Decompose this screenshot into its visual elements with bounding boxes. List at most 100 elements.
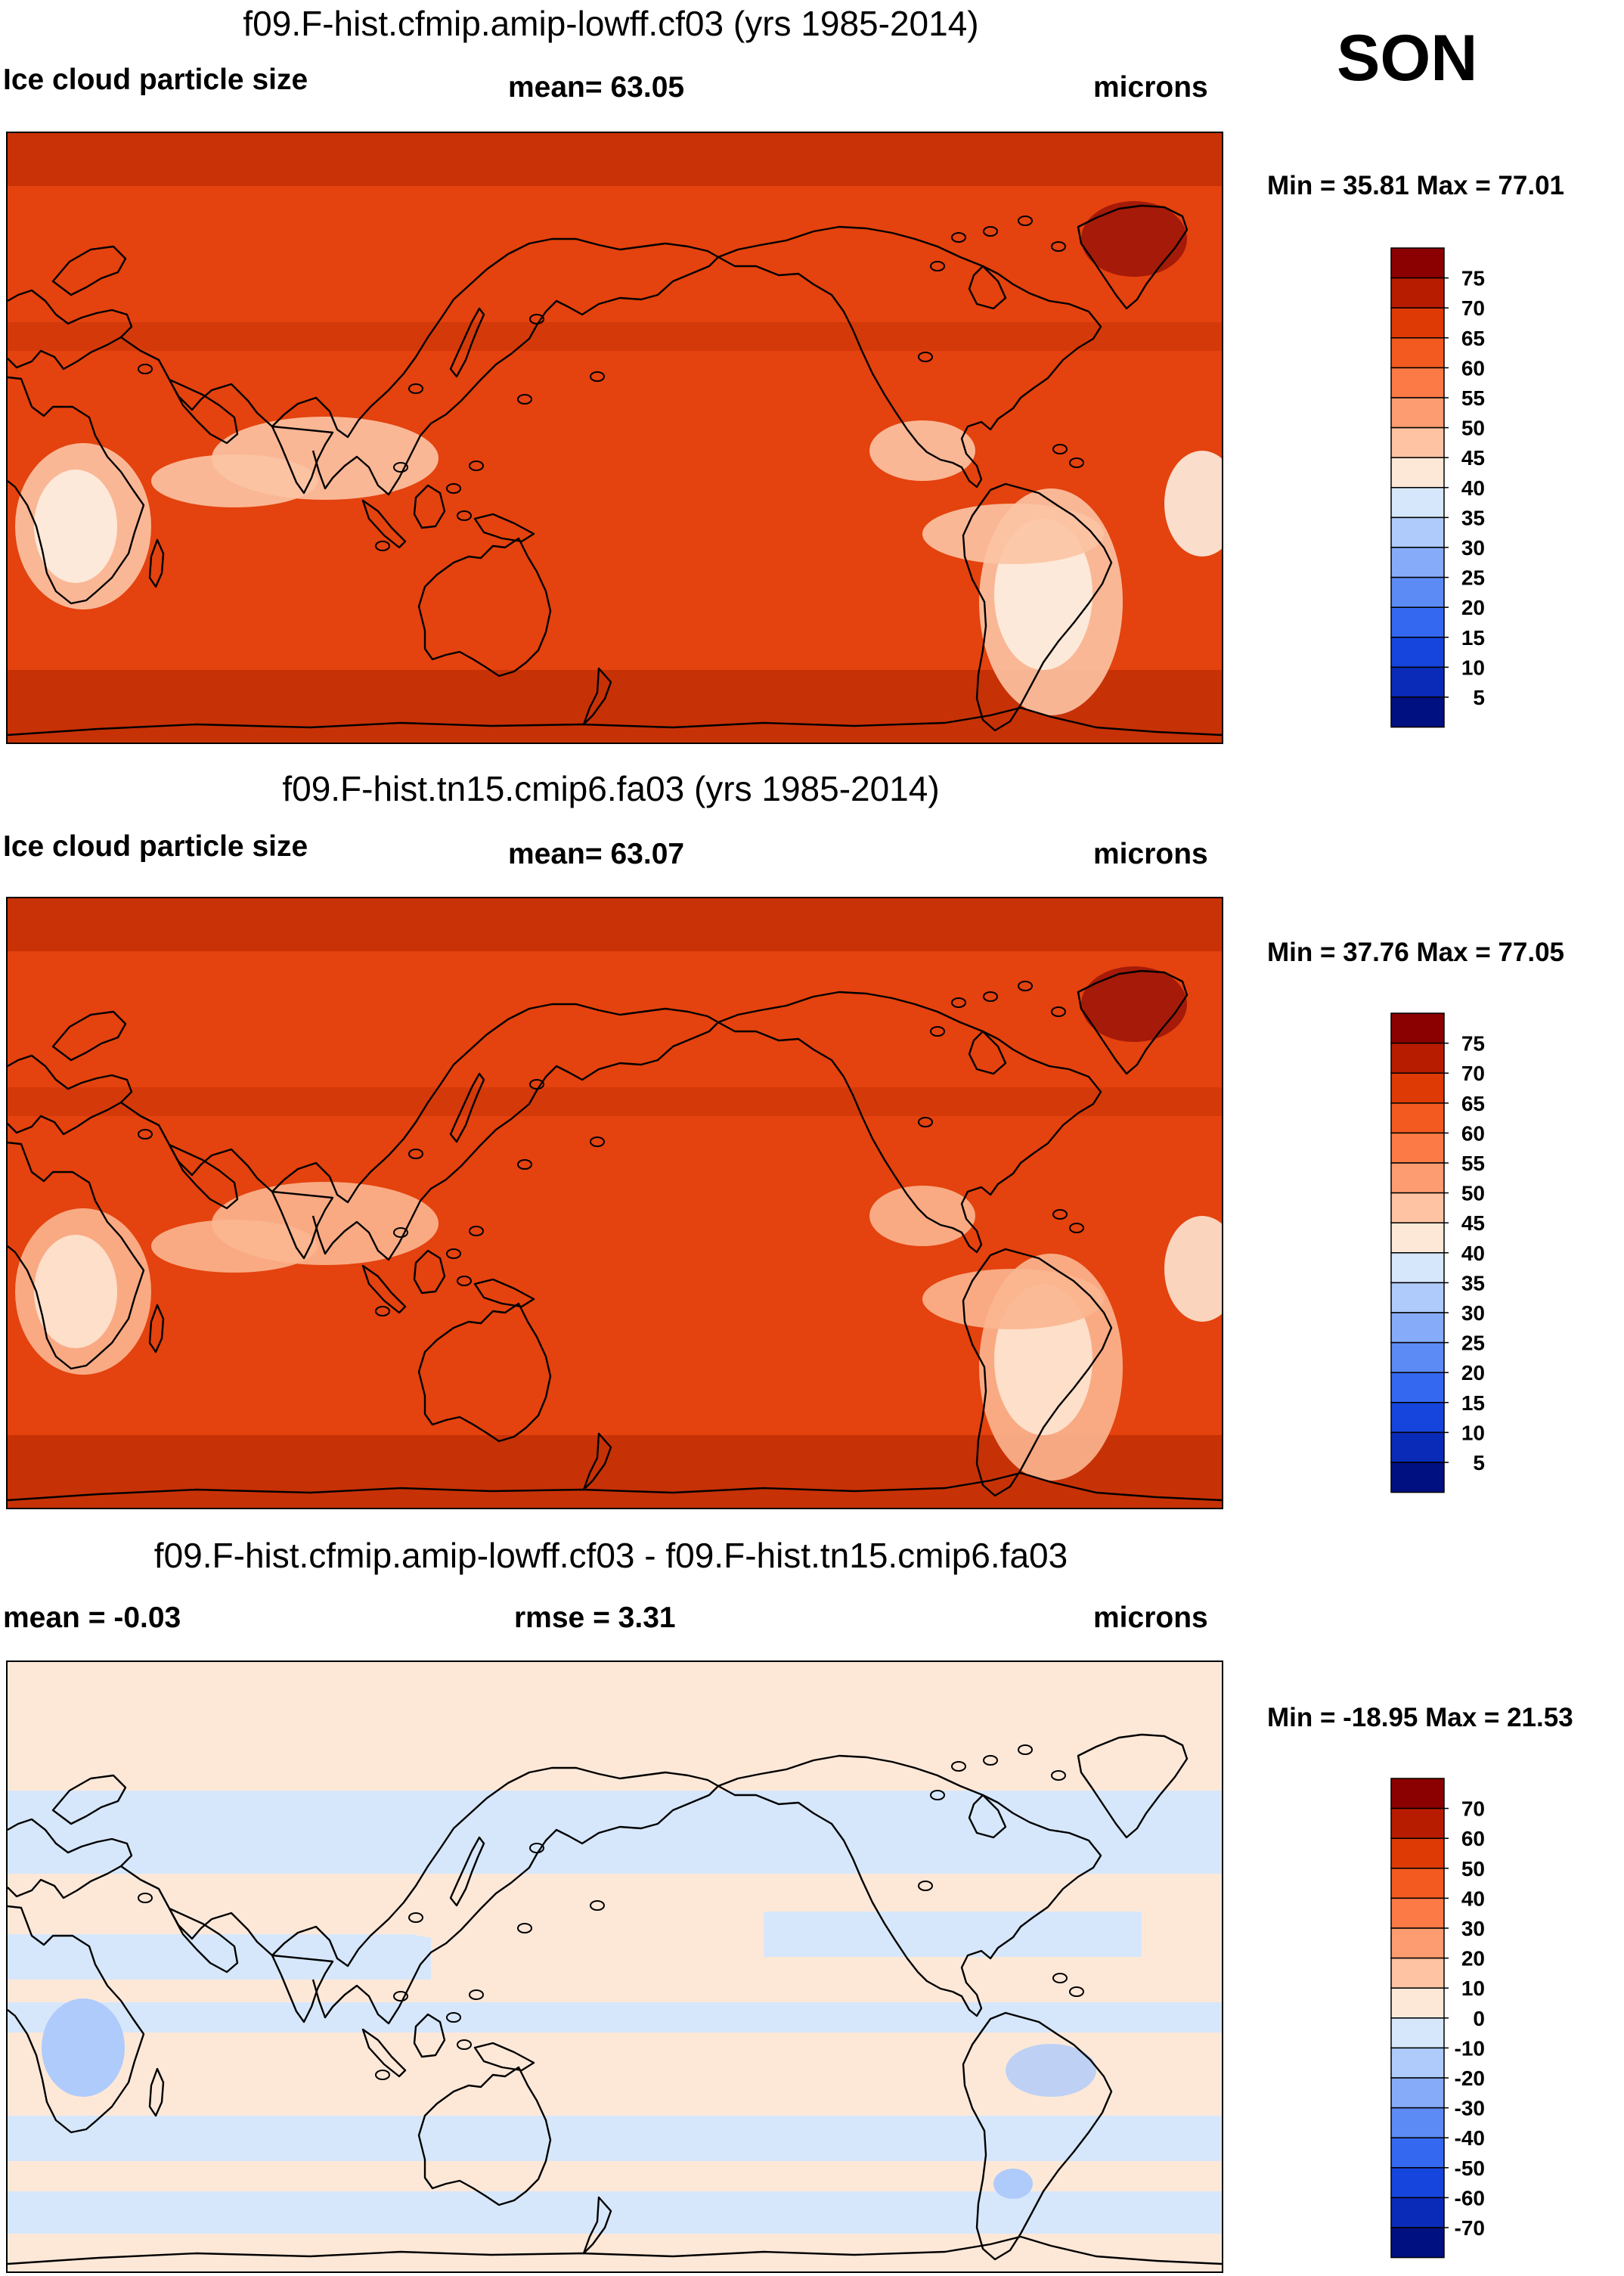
- coast-arabia: [168, 378, 239, 445]
- panel2-minmax: Min = 37.76 Max = 77.05: [1267, 938, 1565, 967]
- coast-northamerica: [717, 225, 1102, 488]
- colorbar-swatch: [1390, 576, 1445, 608]
- coast-australia: [417, 2066, 552, 2206]
- coast-island: [408, 383, 423, 394]
- colorbar-swatch: [1390, 1341, 1445, 1373]
- panel3-rmse: rmse = 3.31: [514, 1602, 676, 1634]
- coast-island: [983, 1755, 998, 1766]
- colorbar-swatch: [1390, 2167, 1445, 2199]
- colorbar-label: -40: [1455, 2126, 1485, 2150]
- panel1-units: microns: [1093, 71, 1208, 104]
- coast-island: [529, 314, 544, 324]
- colorbar-label: 40: [1461, 1242, 1485, 1265]
- colorbar-swatch: [1390, 1192, 1445, 1223]
- coast-island: [1069, 1986, 1084, 1997]
- coast-island: [918, 352, 933, 362]
- coast-island: [393, 1227, 408, 1238]
- colorbar-swatch: [1390, 1282, 1445, 1313]
- field-positive-patch: [748, 2063, 930, 2108]
- colorbar-label: 65: [1461, 1092, 1485, 1115]
- coast-island: [918, 1117, 933, 1127]
- field-negative-band: [8, 2191, 1222, 2234]
- colorbar-swatch: [1390, 2137, 1445, 2169]
- field-positive-patch: [370, 1881, 612, 1942]
- colorbar-label: 70: [1461, 296, 1485, 320]
- field-storm-track-north: [8, 898, 1222, 951]
- coast-europe: [8, 1054, 133, 1136]
- coast-africa: [8, 1905, 145, 2134]
- coast-arabia: [168, 1143, 239, 1210]
- coast-antarctica: [8, 2235, 1222, 2265]
- coast-island: [930, 1790, 945, 1800]
- panel1-colorbar: 75 70 65 60 55 50 45 40 35 30 25 20 15 10 5: [1390, 247, 1485, 732]
- colorbar-swatch: [1390, 247, 1445, 279]
- coast-hudsonbay: [968, 1030, 1007, 1075]
- colorbar-label: 40: [1461, 1887, 1485, 1910]
- coast-island: [983, 991, 998, 1002]
- colorbar-swatch: [1390, 1222, 1445, 1254]
- coast-madagascar: [148, 2067, 165, 2117]
- colorbar-swatch: [1390, 397, 1445, 429]
- coast-island: [529, 1079, 544, 1090]
- coast-japan: [449, 307, 485, 378]
- colorbar-label: 5: [1473, 1451, 1485, 1474]
- season-label: SON: [1337, 22, 1478, 95]
- coast-island: [1051, 1006, 1066, 1017]
- field-low-region: [1164, 1216, 1222, 1322]
- coast-island: [375, 1306, 390, 1316]
- colorbar-swatch: [1390, 426, 1445, 458]
- colorbar-label: -50: [1455, 2157, 1485, 2180]
- field-low-region: [922, 1269, 1104, 1329]
- colorbar-label: 60: [1461, 1827, 1485, 1850]
- coast-island: [138, 364, 153, 374]
- colorbar-swatch: [1390, 606, 1445, 638]
- coast-island: [590, 1136, 605, 1147]
- coast-island: [469, 1226, 484, 1236]
- panel3-colorbar: 70 60 50 40 30 20 10 0 -10 -20 -30 -40 -50 -60 -70: [1390, 1778, 1485, 2262]
- colorbar-label: 35: [1461, 1271, 1485, 1295]
- coast-island: [590, 1900, 605, 1911]
- colorbar-label: 15: [1461, 1391, 1485, 1415]
- coast-india: [271, 425, 334, 495]
- colorbar-swatch: [1390, 1042, 1445, 1074]
- colorbar-label: 0: [1473, 2007, 1485, 2030]
- coast-island: [1051, 1770, 1066, 1781]
- colorbar-swatch: [1390, 2227, 1445, 2259]
- coast-island: [469, 460, 484, 471]
- field-strong-negative: [1006, 2044, 1096, 2097]
- coast-europe: [8, 1818, 133, 1899]
- coast-borneo: [413, 1249, 446, 1295]
- panel3-map: [6, 1660, 1223, 2273]
- colorbar-label: 30: [1461, 536, 1485, 560]
- colorbar-label: 50: [1461, 1182, 1485, 1205]
- colorbar-swatch: [1390, 1072, 1445, 1104]
- coast-madagascar: [148, 1304, 165, 1354]
- coast-scandinavia: [51, 1774, 127, 1825]
- panel3-mean: mean = -0.03: [3, 1602, 181, 1634]
- colorbar-label: 40: [1461, 476, 1485, 500]
- colorbar-swatch: [1390, 1162, 1445, 1194]
- colorbar-swatch: [1390, 1372, 1445, 1403]
- colorbar-swatch: [1390, 696, 1445, 728]
- coast-arabia: [168, 1907, 239, 1974]
- colorbar-swatch: [1390, 1402, 1445, 1434]
- coast-island: [408, 1149, 423, 1159]
- colorbar-swatch: [1390, 2047, 1445, 2079]
- field-greenland-max: [1081, 201, 1187, 277]
- colorbar-swatch: [1390, 1897, 1445, 1929]
- coast-island: [590, 371, 605, 382]
- colorbar-swatch: [1390, 516, 1445, 548]
- coast-madagascar: [148, 538, 165, 588]
- colorbar-swatch: [1390, 277, 1445, 309]
- coast-island: [393, 462, 408, 473]
- coast-island: [393, 1991, 408, 2002]
- coast-island: [930, 261, 945, 271]
- colorbar-label: -60: [1455, 2186, 1485, 2209]
- coast-island: [983, 226, 998, 237]
- colorbar-label: 45: [1461, 1211, 1485, 1235]
- coast-australia: [417, 1302, 552, 1443]
- colorbar-label: -20: [1455, 2067, 1485, 2090]
- coast-island: [517, 394, 532, 405]
- colorbar-label: 55: [1461, 1152, 1485, 1175]
- coast-island: [529, 1843, 544, 1853]
